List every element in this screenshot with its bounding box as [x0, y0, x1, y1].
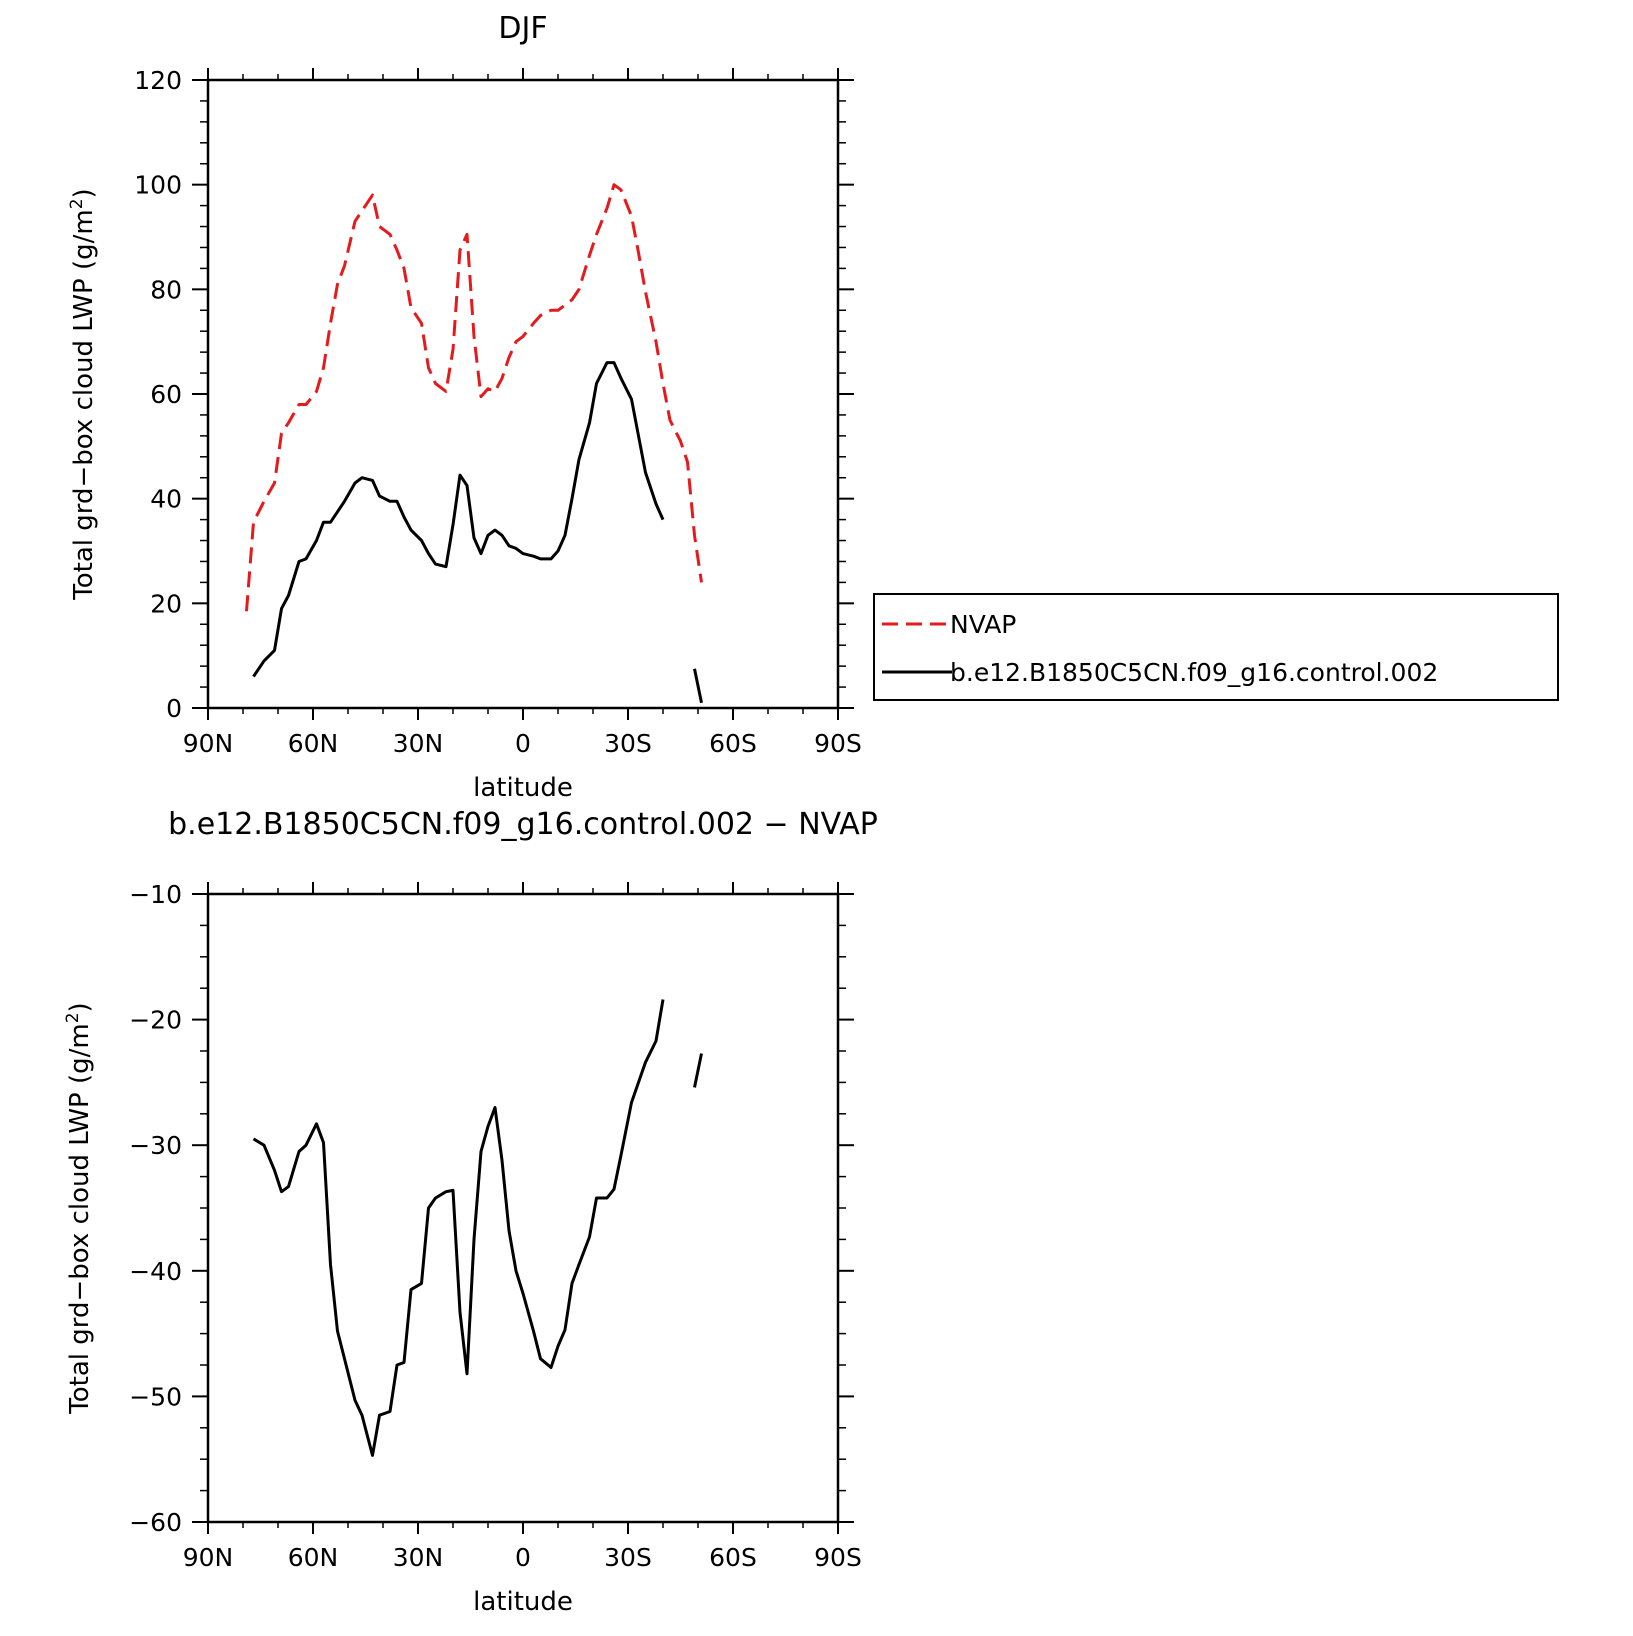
y-tick-label: −40	[129, 1257, 182, 1286]
x-tick-label: 30S	[604, 1543, 652, 1572]
x-tick-label: 90N	[183, 729, 234, 758]
x-tick-label: 30S	[604, 729, 652, 758]
x-tick-label: 60S	[709, 729, 757, 758]
y-tick-label: 40	[150, 485, 182, 514]
series-line-difference	[252, 999, 665, 1457]
x-tick-label: 90S	[814, 729, 862, 758]
y-tick-label: −20	[129, 1006, 182, 1035]
series-line-b-e12-b1850c5cn-f09-	[693, 668, 703, 704]
series-line-nvap	[245, 183, 703, 612]
y-tick-label: 100	[134, 171, 182, 200]
x-tick-label: 60N	[288, 1543, 339, 1572]
y-tick-label: 0	[166, 694, 182, 723]
x-tick-label: 90S	[814, 1543, 862, 1572]
chart-title: b.e12.B1850C5CN.f09_g16.control.002 − NV…	[168, 807, 878, 842]
x-tick-label: 60N	[288, 729, 339, 758]
plot-frame	[206, 78, 840, 710]
x-axis-label: latitude	[473, 773, 573, 803]
y-tick-label: −30	[129, 1131, 182, 1160]
y-axis-label: Total grd−box cloud LWP (g/m2)	[63, 1002, 95, 1414]
y-tick-label: −60	[129, 1508, 182, 1537]
legend-label: b.e12.B1850C5CN.f09_g16.control.002	[950, 658, 1438, 687]
legend-label: NVAP	[950, 610, 1016, 639]
y-tick-label: −10	[129, 880, 182, 909]
y-tick-label: −50	[129, 1382, 182, 1411]
y-tick-label: 120	[134, 66, 182, 95]
x-tick-label: 0	[515, 1543, 531, 1572]
chart-title: DJF	[498, 11, 547, 46]
bottom-panel-difference: b.e12.B1850C5CN.f09_g16.control.002 − NV…	[63, 807, 878, 1617]
series-line-b-e12-b1850c5cn-f09-	[252, 361, 665, 678]
x-tick-label: 60S	[709, 1543, 757, 1572]
x-tick-label: 30N	[393, 729, 444, 758]
y-tick-label: 20	[150, 589, 182, 618]
y-tick-label: 60	[150, 380, 182, 409]
chart-legend: NVAP b.e12.B1850C5CN.f09_g16.control.002	[873, 593, 1559, 701]
x-tick-label: 0	[515, 729, 531, 758]
plot-frame	[206, 892, 840, 1524]
x-tick-label: 90N	[183, 1543, 234, 1572]
series-line-difference	[693, 1053, 703, 1088]
legend-box	[873, 593, 1559, 701]
y-axis-label: Total grd−box cloud LWP (g/m2)	[67, 188, 99, 600]
y-tick-label: 80	[150, 275, 182, 304]
x-tick-label: 30N	[393, 1543, 444, 1572]
x-axis-label: latitude	[473, 1587, 573, 1617]
top-panel-djf: DJF 90N 60N 30N 0 30S 60S 90S 0 20 40 60 80 100 120 lat…	[67, 11, 1559, 803]
